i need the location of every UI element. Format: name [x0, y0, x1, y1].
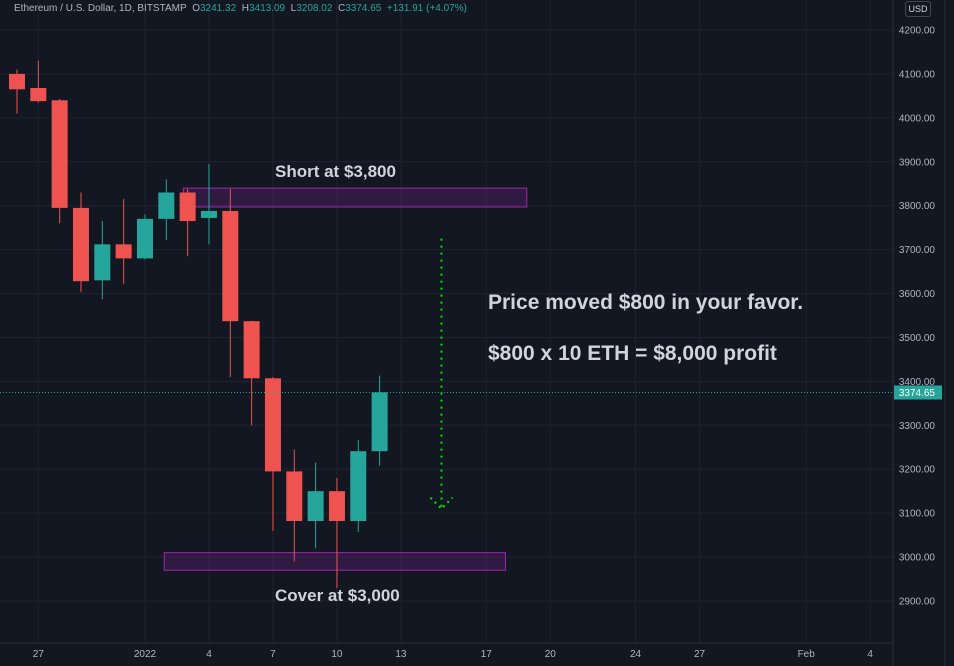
candle-body [200, 210, 217, 218]
price-tick-label: 4000.00 [899, 113, 936, 124]
currency-button[interactable]: USD [905, 1, 931, 17]
price-tick-label: 3900.00 [899, 157, 936, 168]
down-arrow-drawing[interactable] [429, 238, 454, 511]
candle[interactable] [286, 449, 303, 562]
candle[interactable] [264, 376, 281, 531]
candle[interactable] [350, 440, 367, 533]
candle-body [179, 192, 196, 222]
high-value: 3413.09 [248, 3, 286, 14]
price-tick-label: 3200.00 [899, 465, 936, 476]
candle-body [115, 244, 132, 259]
open-value: 3241.32 [200, 3, 237, 14]
candle[interactable] [222, 188, 239, 377]
candle[interactable] [200, 163, 217, 245]
date-tick-label: 2022 [134, 649, 157, 660]
price-tick-label: 3100.00 [899, 509, 936, 520]
candle[interactable] [328, 477, 345, 588]
price-tick-label: 4100.00 [899, 69, 936, 80]
cover-annotation[interactable]: Cover at $3,000 [275, 586, 400, 605]
candle[interactable] [179, 188, 196, 257]
high-label: H [241, 3, 249, 14]
symbol-legend: Ethereum / U.S. Dollar, 1D, BITSTAMP O32… [14, 3, 467, 14]
candle-body [9, 73, 25, 90]
candle[interactable] [136, 214, 153, 260]
cover-zone-box[interactable] [163, 552, 506, 571]
candle-body [350, 451, 367, 522]
date-tick-label: 4 [206, 649, 212, 660]
date-tick-label: 17 [481, 649, 493, 660]
profit-annotation-line1[interactable]: Price moved $800 in your favor. [488, 291, 804, 314]
candle-body [222, 210, 239, 322]
candle-body [51, 100, 68, 208]
candle-body [136, 218, 153, 259]
close-value: 3374.65 [345, 3, 382, 14]
last-price-badge [894, 385, 942, 400]
close-label: C [337, 3, 346, 14]
candle-body [286, 471, 303, 522]
date-tick-label: 10 [331, 649, 343, 660]
date-tick-label: 24 [630, 649, 642, 660]
candle-body [158, 192, 175, 219]
arrow-head [429, 497, 454, 511]
date-tick-label: 7 [270, 649, 276, 660]
candle[interactable] [94, 221, 111, 300]
symbol-title: Ethereum / U.S. Dollar, 1D, BITSTAMP [14, 3, 187, 14]
price-tick-label: 3400.00 [899, 377, 936, 388]
candle[interactable] [307, 462, 324, 549]
candle[interactable] [72, 192, 89, 293]
price-tick-label: 2900.00 [899, 596, 936, 607]
candle-body [371, 392, 388, 452]
change-value: +131.91 (+4.07%) [386, 3, 467, 14]
candle[interactable] [158, 179, 175, 240]
date-tick-label: Feb [798, 649, 816, 660]
candle[interactable] [9, 69, 25, 114]
candle[interactable] [243, 320, 260, 426]
candle-body [328, 491, 345, 522]
candle-body [72, 207, 89, 282]
open-label: O [192, 3, 200, 14]
date-tick-label: 4 [867, 649, 873, 660]
low-label: L [290, 3, 297, 14]
candle[interactable] [30, 60, 47, 103]
low-value: 3208.02 [296, 3, 333, 14]
candle[interactable] [115, 199, 132, 284]
candle-body [94, 244, 111, 281]
price-tick-label: 4200.00 [899, 26, 936, 37]
price-tick-label: 3800.00 [899, 201, 936, 212]
date-tick-label: 13 [395, 649, 407, 660]
candle-body [264, 378, 281, 472]
short-annotation[interactable]: Short at $3,800 [275, 162, 396, 181]
price-tick-label: 3500.00 [899, 333, 936, 344]
candle-body [30, 87, 47, 102]
price-tick-label: 3000.00 [899, 553, 936, 564]
candle[interactable] [371, 375, 388, 466]
date-tick-label: 27 [33, 649, 45, 660]
price-tick-label: 3700.00 [899, 245, 936, 256]
candle-body [243, 321, 260, 379]
date-tick-label: 27 [694, 649, 706, 660]
short-zone-box[interactable] [182, 187, 528, 208]
candle-body [307, 491, 324, 522]
profit-annotation-line2[interactable]: $800 x 10 ETH = $8,000 profit [488, 342, 777, 365]
price-tick-label: 3300.00 [899, 421, 936, 432]
candle[interactable] [51, 98, 68, 224]
last-price-label: 3374.65 [899, 388, 936, 399]
date-tick-label: 20 [545, 649, 557, 660]
price-tick-label: 3600.00 [899, 289, 936, 300]
